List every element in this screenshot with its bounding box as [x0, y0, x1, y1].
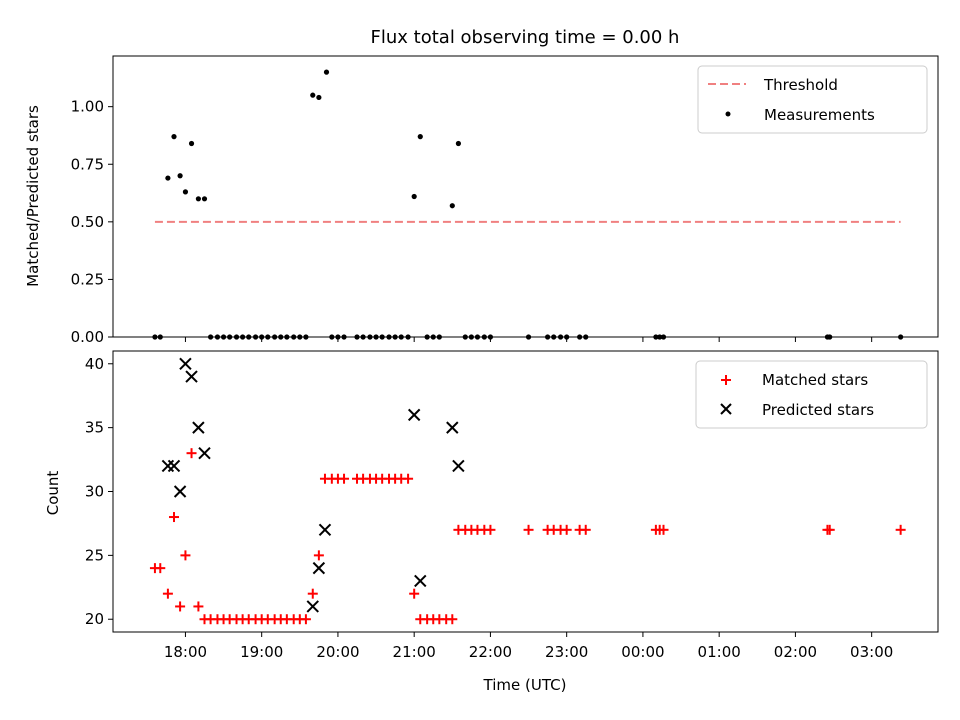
measurement-point: [316, 94, 322, 101]
predicted-star-point: [185, 370, 198, 383]
measurement-point: [195, 196, 201, 202]
predicted-star-point: [414, 574, 427, 588]
bottom-y-tick-label: 20: [85, 610, 104, 628]
bottom-panel: Count Time (UTC) 20 25 30 35 40 18:00 19:00 20:…: [44, 350, 939, 694]
legend-measurements-label: Measurements: [764, 106, 875, 124]
bottom-x-tick-label: 22:00: [469, 643, 512, 661]
matched-star-point: [447, 614, 458, 625]
matched-star-point: [580, 524, 591, 535]
bottom-legend-box: [695, 360, 928, 429]
top-legend-box: [697, 65, 928, 134]
measurement-point: [165, 175, 171, 181]
predicted-star-point: [198, 446, 211, 460]
matched-star-point: [162, 588, 173, 599]
predicted-star-point: [306, 600, 319, 613]
bottom-y-tick-label: 40: [85, 355, 104, 373]
legend-matched-label: Matched stars: [762, 371, 868, 389]
bottom-y-tick-label: 35: [85, 419, 104, 437]
measurement-point: [177, 173, 183, 179]
legend-threshold-label: Threshold: [763, 76, 838, 94]
bottom-plot-frame: [112, 350, 939, 633]
bottom-x-tick-label: 21:00: [393, 643, 436, 661]
measurement-point: [455, 140, 462, 147]
bottom-x-tick-label: 03:00: [850, 643, 893, 661]
matched-star-point: [300, 614, 311, 625]
bottom-x-tick-label: 23:00: [545, 643, 588, 661]
bottom-x-tick-label: 20:00: [316, 643, 359, 661]
measurement-point: [182, 189, 189, 195]
matched-star-point: [895, 524, 906, 535]
matched-star-point: [409, 588, 420, 599]
matched-star-point: [339, 473, 350, 484]
measurement-point: [201, 196, 208, 202]
top-chart-title: Flux total observing time = 0.00 h: [371, 27, 680, 48]
bottom-x-tick-label: 01:00: [698, 643, 741, 661]
matched-star-point: [186, 448, 197, 459]
legend-predicted-swatch: [720, 403, 732, 415]
top-plot-frame: [112, 55, 939, 338]
bottom-y-tick-label: 30: [85, 483, 104, 501]
predicted-star-point: [167, 459, 181, 473]
matched-star-point: [403, 473, 414, 484]
predicted-star-point: [173, 485, 187, 498]
matched-star-point: [193, 601, 204, 612]
predicted-star-point: [179, 357, 192, 370]
top-legend: Threshold Measurements: [697, 65, 928, 134]
bottom-x-tick-label: 19:00: [240, 643, 283, 661]
top-y-tick-label: 0.75: [71, 155, 104, 173]
matched-star-point: [485, 524, 496, 535]
legend-predicted-label: Predicted stars: [762, 401, 874, 419]
top-panel: Flux total observing time = 0.00 h Match…: [24, 27, 939, 346]
top-y-tick-label: 1.00: [71, 98, 104, 116]
measurement-point: [171, 134, 177, 140]
bottom-y-tick-label: 25: [85, 546, 104, 564]
matched-star-point: [180, 550, 191, 561]
matched-star-point: [561, 524, 572, 535]
measurement-point: [449, 203, 455, 209]
bottom-x-axis-label: Time (UTC): [483, 676, 567, 694]
top-y-tick-label: 0.00: [71, 328, 104, 346]
predicted-star-point: [318, 523, 332, 537]
matched-star-point: [313, 550, 324, 561]
matched-star-point: [307, 588, 318, 599]
measurement-point: [310, 92, 316, 98]
predicted-star-point: [407, 408, 421, 422]
predicted-star-point: [452, 459, 465, 473]
bottom-x-tick-label: 18:00: [164, 643, 207, 661]
matched-star-point: [175, 601, 186, 612]
bottom-legend: Matched stars Predicted stars: [695, 360, 928, 429]
bottom-x-tick-label: 00:00: [621, 643, 664, 661]
predicted-star-point: [446, 421, 459, 434]
predicted-star-point: [192, 421, 205, 434]
legend-matched-swatch: [721, 375, 731, 385]
matched-star-point: [523, 524, 534, 535]
matched-star-point: [658, 524, 669, 535]
measurement-point: [188, 140, 195, 147]
top-y-tick-label: 0.25: [71, 270, 104, 288]
measurement-point: [417, 134, 423, 140]
bottom-x-tick-label: 02:00: [774, 643, 817, 661]
bottom-y-axis-label: Count: [44, 471, 62, 516]
legend-measurements-swatch: [725, 111, 731, 117]
predicted-star-point: [312, 561, 326, 575]
top-y-axis-label: Matched/Predicted stars: [24, 105, 42, 287]
measurement-point: [323, 69, 330, 75]
matched-star-point: [824, 524, 835, 535]
matched-star-point: [168, 512, 179, 523]
measurement-point: [411, 193, 417, 200]
top-y-tick-label: 0.50: [71, 213, 104, 231]
matched-star-point: [155, 563, 166, 574]
